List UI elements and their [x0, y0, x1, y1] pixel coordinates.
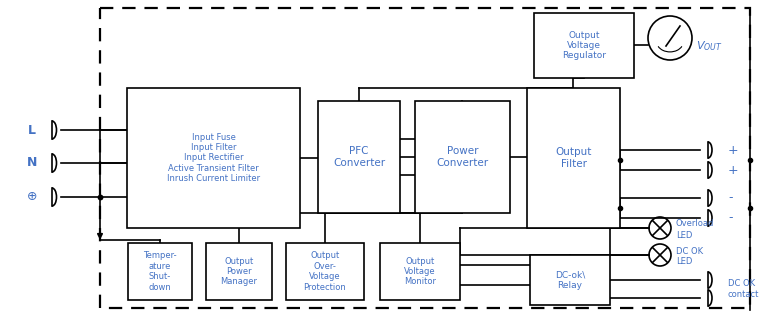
Text: $V_{OUT}$: $V_{OUT}$: [696, 39, 722, 53]
Bar: [100, 8, 750, 308]
Bar: [530, 255, 610, 305]
Text: N: N: [27, 156, 37, 169]
Text: Input Fuse
Input Filter
Input Rectifier
Active Transient Filter
Inrush Current L: Input Fuse Input Filter Input Rectifier …: [167, 133, 260, 183]
Bar: [128, 243, 192, 300]
Bar: [286, 243, 364, 300]
Text: Output
Filter: Output Filter: [555, 147, 591, 169]
Text: -: -: [728, 211, 732, 225]
Text: Output
Power
Manager: Output Power Manager: [221, 257, 258, 287]
Text: Overload: Overload: [676, 219, 715, 229]
Text: +: +: [728, 163, 739, 176]
Text: Output
Voltage
Regulator: Output Voltage Regulator: [562, 31, 606, 60]
Bar: [534, 13, 634, 78]
Bar: [380, 243, 460, 300]
Text: Output
Over-
Voltage
Protection: Output Over- Voltage Protection: [304, 252, 346, 292]
Text: Output
Voltage
Monitor: Output Voltage Monitor: [404, 257, 436, 287]
Bar: [415, 101, 510, 213]
Bar: [127, 88, 300, 228]
Text: DC-ok\
Relay: DC-ok\ Relay: [555, 270, 585, 290]
Text: DC OK: DC OK: [676, 246, 703, 255]
Bar: [206, 243, 272, 300]
Text: Power
Converter: Power Converter: [436, 146, 489, 168]
Text: LED: LED: [676, 231, 692, 239]
Text: Temper-
ature
Shut-
down: Temper- ature Shut- down: [143, 252, 177, 292]
Text: +: +: [728, 143, 739, 156]
Text: LED: LED: [676, 258, 692, 266]
Text: PFC
Converter: PFC Converter: [333, 146, 385, 168]
Text: -: -: [728, 191, 732, 204]
Text: L: L: [28, 123, 36, 136]
Text: ⊕: ⊕: [27, 190, 37, 204]
Bar: [527, 88, 620, 228]
Text: DC OK
contact: DC OK contact: [728, 279, 759, 299]
Bar: [318, 101, 400, 213]
